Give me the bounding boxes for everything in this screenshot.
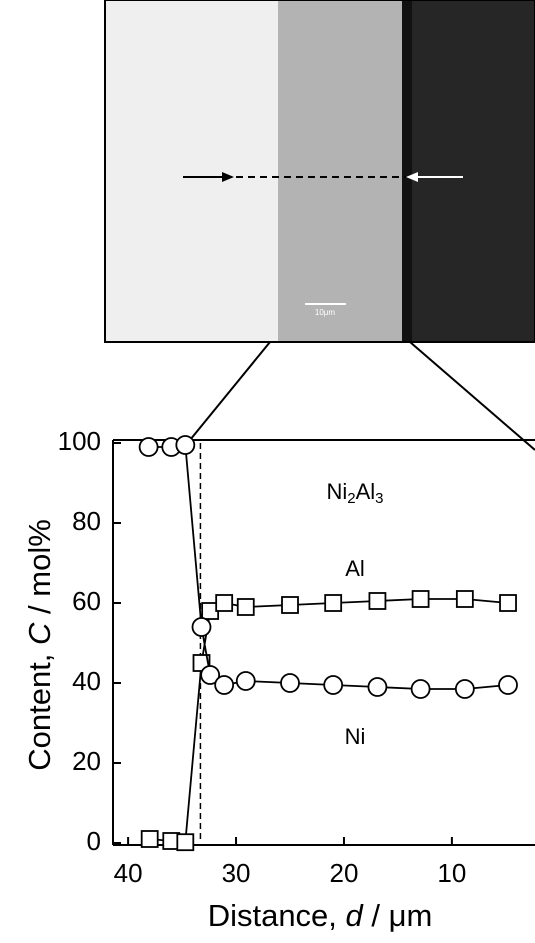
micrograph: 10μm [105,0,535,342]
marker [216,595,232,611]
x-axis-label-part: d [346,898,365,933]
series-label: Al [345,556,365,581]
marker [193,618,211,636]
marker [140,438,158,456]
page: 10μm 02040608010040302010Distance, d / μ… [0,0,535,943]
marker [176,436,194,454]
x-tick-label: 10 [437,858,466,888]
zoom-line [190,342,270,440]
scale-label: 10μm [315,308,336,317]
phase-label-part: 3 [375,490,383,507]
marker [499,676,517,694]
marker [238,599,254,615]
marker [325,595,341,611]
y-tick-label: 0 [87,826,101,856]
zoom-line [410,342,535,450]
x-axis-label: Distance, d / μm [208,898,433,933]
y-tick-label: 60 [72,586,101,616]
y-tick-label: 40 [72,666,101,696]
marker [282,597,298,613]
series-label: Ni [345,724,366,749]
marker [142,831,158,847]
marker [368,678,386,696]
marker [324,676,342,694]
substrate [405,0,535,342]
x-tick-label: 40 [114,858,143,888]
marker [177,834,193,850]
layer [278,0,405,342]
phase-label-part: Al [356,479,376,504]
marker [237,672,255,690]
marker [412,680,430,698]
marker [281,674,299,692]
y-axis-label-part: / mol% [22,519,57,622]
marker [215,676,233,694]
marker [500,595,516,611]
x-tick-label: 30 [222,858,251,888]
y-tick-label: 20 [72,746,101,776]
marker [369,593,385,609]
y-axis-label: Content, C / mol% [22,519,57,771]
y-tick-label: 100 [58,426,101,456]
y-axis-label-part: Content, [22,645,57,771]
phase-label-part: 2 [347,490,355,507]
interface [402,0,412,342]
marker [457,591,473,607]
marker [456,680,474,698]
figure: 10μm 02040608010040302010Distance, d / μ… [0,0,535,943]
x-axis-label-part: Distance, [208,898,346,933]
x-axis-label-part: / μm [363,898,433,933]
phase-label: Ni2Al3 [326,479,383,507]
x-tick-label: 20 [330,858,359,888]
y-axis-label-part: C [22,622,57,645]
y-tick-label: 80 [72,506,101,536]
marker [413,591,429,607]
phase-label-part: Ni [326,479,347,504]
